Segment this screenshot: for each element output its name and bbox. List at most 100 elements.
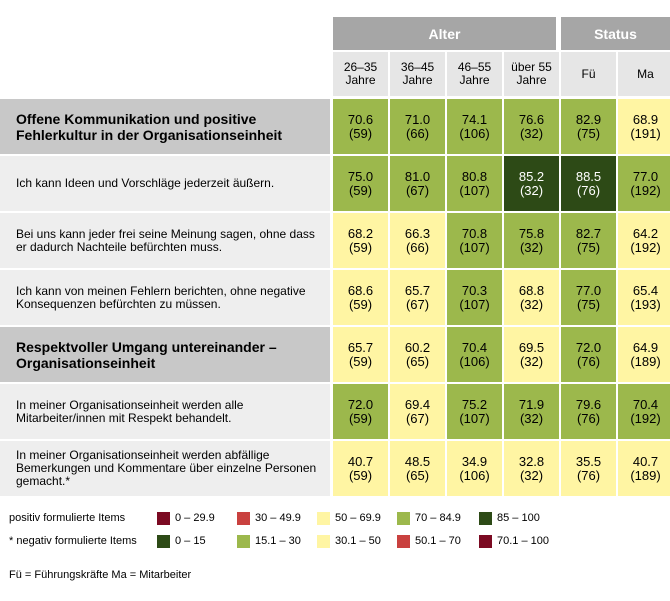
score-value: 32.8 [518, 453, 545, 469]
score-cell: 72.0 (59) [333, 384, 388, 439]
respondent-count: (32) [519, 353, 544, 369]
score-value: 70.4 [461, 339, 488, 355]
score-value: 69.4 [404, 396, 431, 412]
score-value: 68.9 [632, 111, 659, 127]
respondent-count: (106) [459, 125, 490, 141]
respondent-count: (192) [630, 239, 661, 255]
respondent-count: (75) [576, 296, 601, 312]
legend-range: 0 – 29.9 [175, 512, 215, 524]
score-value: 48.5 [404, 453, 431, 469]
score-value: 70.3 [461, 282, 488, 298]
item-label: Ich kann von meinen Fehlern berichten, o… [0, 270, 330, 325]
score-value: 70.6 [347, 111, 374, 127]
legend-range: 30 – 49.9 [255, 512, 301, 524]
column-header: 26–35 Jahre [333, 52, 388, 96]
section-label: Respektvoller Umgang untereinander – Org… [0, 327, 330, 382]
score-cell: 34.9 (106) [447, 441, 502, 496]
score-cell: 77.0 (192) [618, 156, 670, 211]
score-value: 64.9 [632, 339, 659, 355]
legend-range: 30.1 – 50 [335, 535, 381, 547]
respondent-count: (106) [459, 467, 490, 483]
legend-swatch [157, 512, 170, 525]
score-cell: 79.6 (76) [561, 384, 616, 439]
respondent-count: (191) [630, 125, 661, 141]
score-cell: 64.2 (192) [618, 213, 670, 268]
column-group-alter: Alter [333, 17, 556, 50]
column-header: 46–55 Jahre [447, 52, 502, 96]
score-cell: 75.2 (107) [447, 384, 502, 439]
legend-range: 0 – 15 [175, 535, 206, 547]
score-cell: 48.5 (65) [390, 441, 445, 496]
column-header: 36–45 Jahre [390, 52, 445, 96]
score-cell: 35.5 (76) [561, 441, 616, 496]
score-value: 82.9 [575, 111, 602, 127]
item-label: Ich kann Ideen und Vorschläge jederzeit … [0, 156, 330, 211]
legend-swatch [479, 535, 492, 548]
score-value: 60.2 [404, 339, 431, 355]
score-cell: 69.4 (67) [390, 384, 445, 439]
legend-swatch [317, 535, 330, 548]
section-label: Offene Kommunikation und positive Fehler… [0, 99, 330, 154]
legend-label: positiv formulierte Items [9, 512, 126, 524]
respondent-count: (107) [459, 296, 490, 312]
respondent-count: (59) [348, 182, 373, 198]
respondent-count: (75) [576, 239, 601, 255]
legend-swatch [397, 512, 410, 525]
legend-swatch [479, 512, 492, 525]
score-cell: 40.7 (189) [618, 441, 670, 496]
respondent-count: (76) [576, 353, 601, 369]
respondent-count: (107) [459, 239, 490, 255]
respondent-count: (107) [459, 182, 490, 198]
score-value: 64.2 [632, 225, 659, 241]
respondent-count: (59) [348, 239, 373, 255]
score-cell: 71.9 (32) [504, 384, 559, 439]
column-header: über 55 Jahre [504, 52, 559, 96]
respondent-count: (65) [405, 353, 430, 369]
score-cell: 68.8 (32) [504, 270, 559, 325]
score-value: 69.5 [518, 339, 545, 355]
score-value: 82.7 [575, 225, 602, 241]
respondent-count: (59) [348, 125, 373, 141]
respondent-count: (32) [519, 467, 544, 483]
score-value: 70.4 [632, 396, 659, 412]
score-value: 71.9 [518, 396, 545, 412]
score-value: 70.8 [461, 225, 488, 241]
legend-range: 50 – 69.9 [335, 512, 381, 524]
respondent-count: (193) [630, 296, 661, 312]
score-value: 81.0 [404, 168, 431, 184]
score-value: 77.0 [575, 282, 602, 298]
column-header: Fü [561, 52, 616, 96]
respondent-count: (65) [405, 467, 430, 483]
score-cell: 70.3 (107) [447, 270, 502, 325]
score-value: 65.4 [632, 282, 659, 298]
item-label: In meiner Organisationseinheit werden al… [0, 384, 330, 439]
respondent-count: (75) [576, 125, 601, 141]
score-value: 68.2 [347, 225, 374, 241]
legend-swatch [157, 535, 170, 548]
respondent-count: (32) [519, 410, 544, 426]
respondent-count: (76) [576, 467, 601, 483]
item-label: Bei uns kann jeder frei seine Meinung sa… [0, 213, 330, 268]
score-cell: 80.8 (107) [447, 156, 502, 211]
score-value: 75.0 [347, 168, 374, 184]
legend-label: * negativ formulierte Items [9, 535, 137, 547]
respondent-count: (66) [405, 239, 430, 255]
score-cell: 88.5 (76) [561, 156, 616, 211]
score-value: 76.6 [518, 111, 545, 127]
score-value: 40.7 [632, 453, 659, 469]
legend-swatch [237, 512, 250, 525]
legend-range: 70 – 84.9 [415, 512, 461, 524]
respondent-count: (76) [576, 410, 601, 426]
score-cell: 70.8 (107) [447, 213, 502, 268]
respondent-count: (192) [630, 182, 661, 198]
score-cell: 82.9 (75) [561, 99, 616, 154]
score-value: 66.3 [404, 225, 431, 241]
column-group-status: Status [561, 17, 670, 50]
score-value: 75.2 [461, 396, 488, 412]
legend-swatch [397, 535, 410, 548]
score-value: 79.6 [575, 396, 602, 412]
score-cell: 68.6 (59) [333, 270, 388, 325]
score-cell: 76.6 (32) [504, 99, 559, 154]
score-value: 40.7 [347, 453, 374, 469]
score-cell: 70.4 (106) [447, 327, 502, 382]
